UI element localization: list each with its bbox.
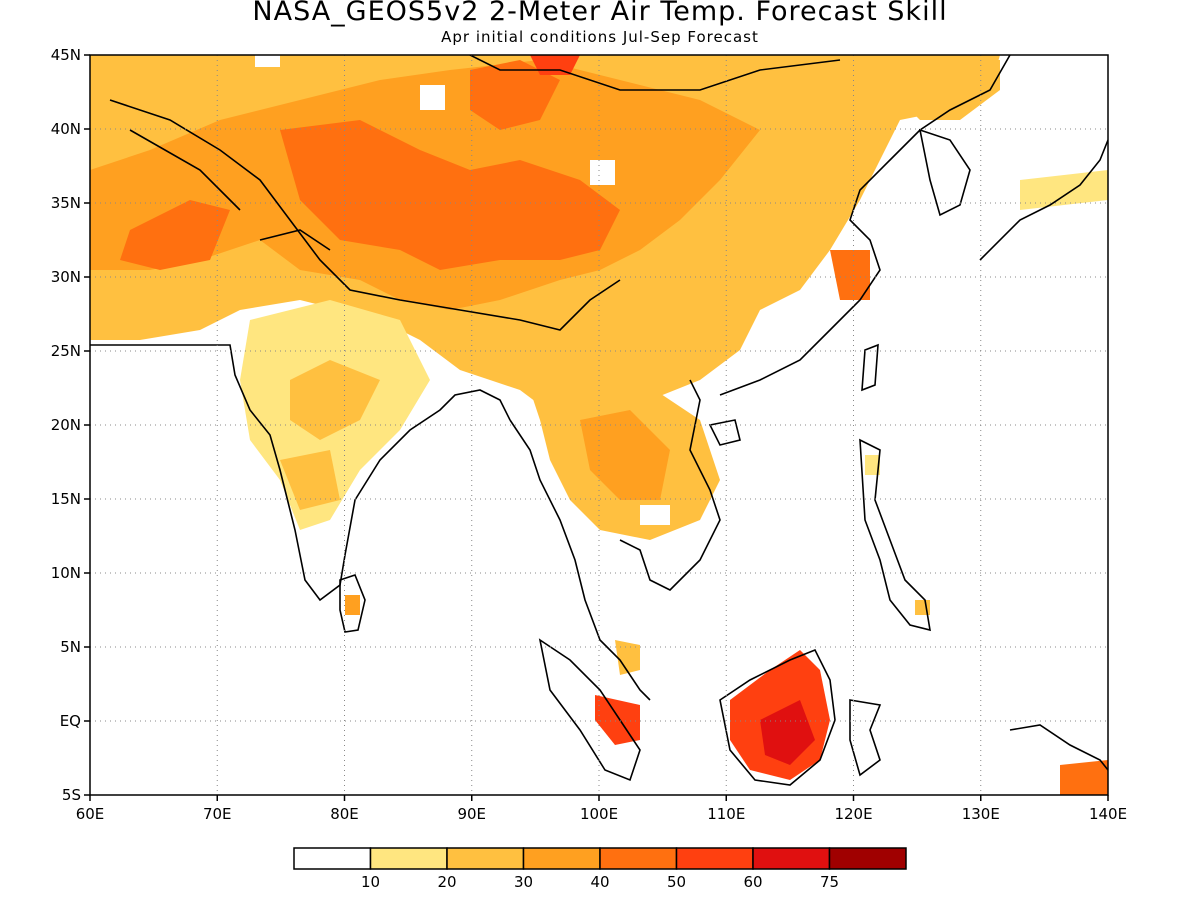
legend-swatch [369, 847, 448, 870]
color-legend: 10 20 30 40 50 60 75 [293, 847, 907, 891]
korea [918, 128, 971, 217]
borneo [719, 648, 836, 786]
skill-field [90, 55, 1108, 795]
legend-label: 10 [361, 873, 380, 891]
legend-swatch [522, 847, 601, 870]
skill-region-40-50-png [1060, 760, 1108, 795]
skill-region-20-30-malaya [615, 640, 640, 675]
lat-tick-label: 30N [51, 268, 81, 286]
lat-tick-label: EQ [60, 712, 81, 730]
sulawesi [849, 699, 882, 777]
lat-tick-label: 5N [60, 638, 81, 656]
lon-tick-label: 110E [707, 805, 745, 823]
lon-tick-label: 80E [330, 805, 359, 823]
skill-region-20-30-ne [900, 60, 1000, 120]
lon-tick-label: 90E [457, 805, 486, 823]
skill-region-40-50-shanghai [830, 250, 870, 300]
skill-region-40-50-afghan [120, 200, 230, 270]
lat-tick-label: 25N [51, 342, 81, 360]
skill-region-40-50-tibet [280, 120, 620, 270]
japan [979, 139, 1108, 261]
lon-tick-label: 100E [580, 805, 618, 823]
skill-region-20-30-india-s [280, 450, 340, 510]
skill-region-60-75-borneo [760, 700, 815, 765]
skill-region-50-60-sumatra [595, 695, 640, 745]
legend-swatch [828, 847, 907, 870]
lat-tick-label: 15N [51, 490, 81, 508]
map-title: NASA_GEOS5v2 2-Meter Air Temp. Forecast … [252, 0, 948, 27]
legend-swatch [293, 847, 372, 870]
skill-region-40-50-mongolia [470, 60, 560, 130]
legend-swatch [599, 847, 678, 870]
gridlines [90, 55, 1108, 795]
legend-label: 40 [590, 873, 609, 891]
lat-tick-label: 35N [51, 194, 81, 212]
legend-label: 75 [820, 873, 839, 891]
lat-tick-label: 20N [51, 416, 81, 434]
skill-region-10-20-japan [1020, 170, 1108, 210]
legend-swatch [675, 847, 754, 870]
map-subtitle: Apr initial conditions Jul-Sep Forecast [441, 28, 759, 46]
legend-swatch [752, 847, 831, 870]
lon-tick-label: 130E [962, 805, 1000, 823]
legend-swatch [446, 847, 525, 870]
legend-label: 50 [667, 873, 686, 891]
lon-tick-label: 120E [834, 805, 872, 823]
china-coast [719, 55, 1011, 396]
new-guinea [1009, 724, 1108, 771]
lat-tick-label: 5S [62, 786, 81, 804]
legend-label: 30 [514, 873, 533, 891]
lat-tick-label: 40N [51, 120, 81, 138]
lon-tick-label: 70E [203, 805, 232, 823]
legend-label: 20 [437, 873, 456, 891]
philippines [859, 438, 931, 632]
lat-tick-label: 10N [51, 564, 81, 582]
lon-tick-label: 60E [76, 805, 105, 823]
lat-tick-label: 45N [51, 46, 81, 64]
skill-region-30-40-indochina [580, 410, 670, 500]
legend-label: 60 [743, 873, 762, 891]
sri-lanka [339, 574, 366, 633]
skill-region-20-30-india [290, 360, 380, 440]
coastlines [90, 55, 1108, 786]
lon-tick-label: 140E [1089, 805, 1127, 823]
indochina-coast [509, 419, 651, 701]
taiwan [861, 343, 879, 392]
hainan [708, 419, 741, 446]
sumatra [538, 638, 641, 782]
asia-borders [109, 55, 841, 331]
